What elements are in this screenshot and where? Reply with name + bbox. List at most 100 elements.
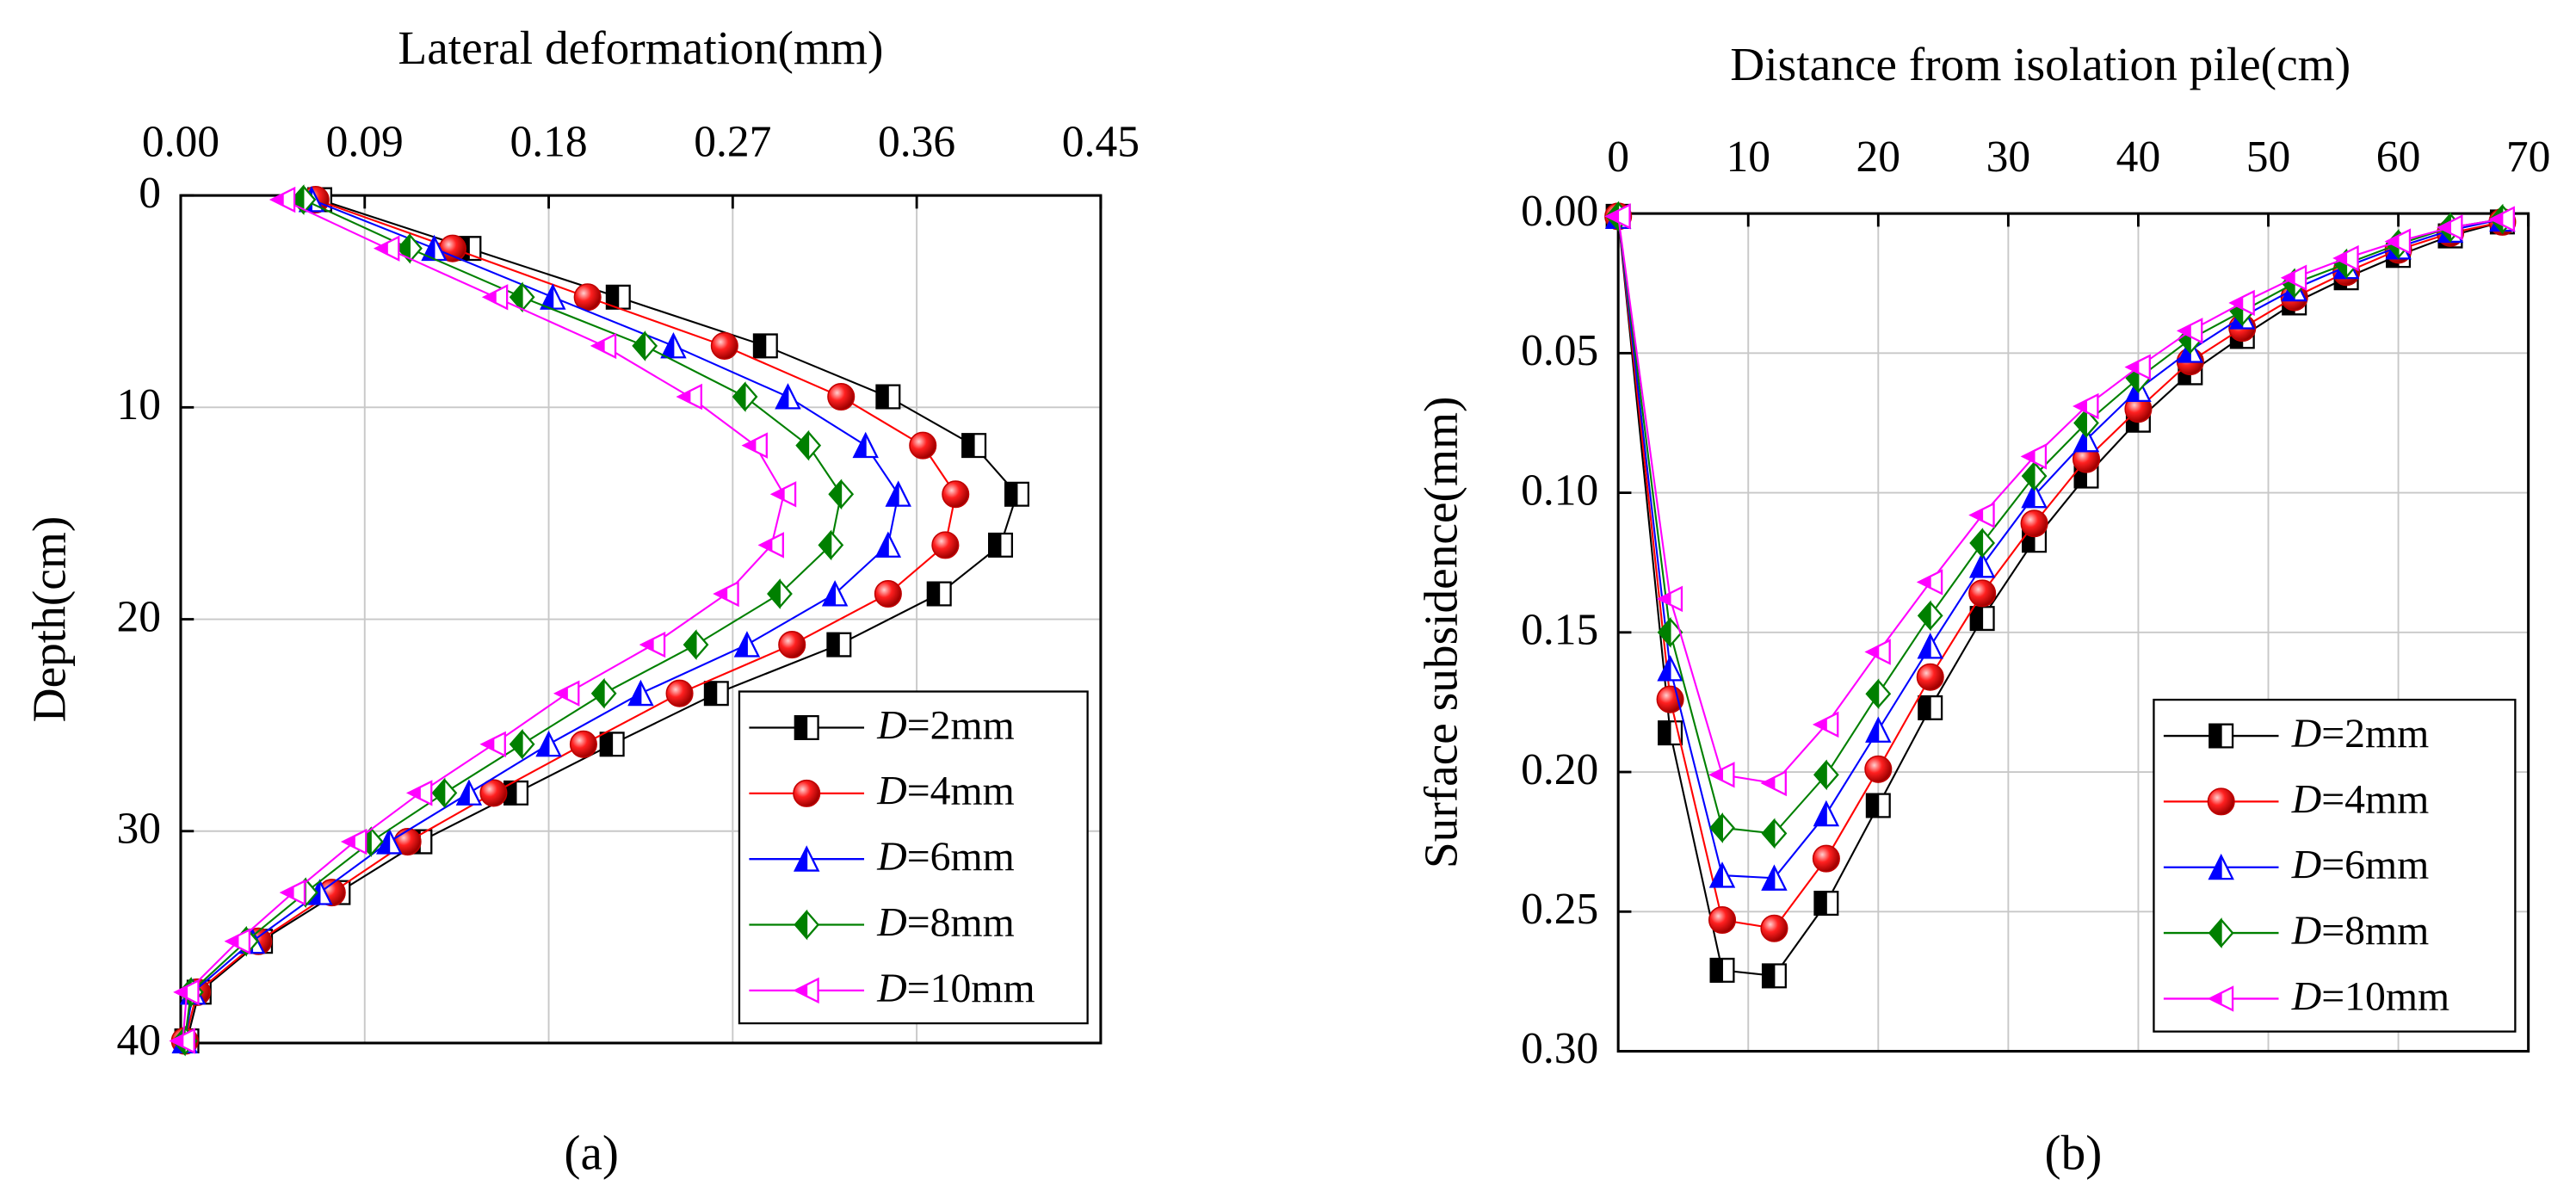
marker-fill bbox=[2208, 917, 2222, 948]
marker bbox=[1916, 569, 1943, 596]
y-tick-label: 20 bbox=[117, 592, 162, 641]
marker-fill bbox=[2073, 398, 2087, 414]
marker-fill bbox=[1813, 759, 1827, 791]
marker bbox=[660, 332, 687, 359]
marker-shape bbox=[1760, 914, 1788, 942]
legend-label: D=2mm bbox=[876, 702, 1014, 748]
marker bbox=[2073, 392, 2099, 420]
marker bbox=[279, 879, 306, 906]
marker-fill bbox=[1708, 768, 1723, 782]
marker bbox=[757, 532, 784, 559]
marker-fill bbox=[734, 633, 748, 658]
marker-shape bbox=[827, 382, 856, 411]
marker-fill bbox=[2021, 449, 2035, 464]
plot-frame bbox=[1616, 212, 2530, 1053]
marker-shape bbox=[793, 779, 821, 807]
marker-fill bbox=[169, 1034, 184, 1048]
marker bbox=[1709, 957, 1735, 983]
marker bbox=[793, 977, 819, 1004]
x-tick-label: 0.09 bbox=[326, 118, 404, 167]
marker bbox=[703, 681, 729, 707]
marker-fill bbox=[1604, 209, 1620, 224]
marker bbox=[931, 531, 960, 559]
x-tick-label: 0 bbox=[1607, 133, 1629, 182]
marker-fill bbox=[2021, 460, 2035, 492]
marker bbox=[2488, 206, 2515, 232]
legend: D=2mm D=4mm D=6mm D=8mm D=10mm bbox=[2153, 698, 2517, 1033]
marker bbox=[826, 632, 852, 658]
marker-fill bbox=[961, 433, 975, 458]
marker-fill bbox=[1865, 793, 1880, 818]
marker bbox=[431, 777, 458, 809]
marker-shape bbox=[931, 531, 960, 559]
marker bbox=[590, 677, 617, 709]
marker-fill bbox=[639, 637, 654, 652]
marker-fill bbox=[482, 290, 497, 305]
legend-label: D=10mm bbox=[876, 966, 1035, 1011]
marker-fill bbox=[875, 384, 889, 410]
marker-fill bbox=[2488, 212, 2504, 226]
marker bbox=[710, 331, 738, 360]
marker bbox=[2207, 787, 2235, 816]
marker-fill bbox=[795, 429, 810, 461]
marker bbox=[741, 432, 768, 459]
marker bbox=[2207, 985, 2234, 1012]
marker bbox=[2208, 917, 2234, 948]
marker-fill bbox=[1657, 657, 1671, 682]
marker-fill bbox=[704, 681, 718, 707]
marker bbox=[828, 479, 855, 510]
marker bbox=[1865, 793, 1891, 818]
marker-shape bbox=[710, 331, 738, 360]
marker bbox=[405, 780, 433, 806]
marker bbox=[455, 779, 483, 806]
x-tick-label: 0.36 bbox=[878, 118, 955, 167]
marker bbox=[373, 235, 400, 262]
marker-fill bbox=[540, 285, 554, 310]
marker bbox=[509, 728, 535, 760]
x-tick-label: 0.18 bbox=[510, 118, 587, 167]
marker-fill bbox=[591, 677, 605, 709]
chart: 0 10 20 30 40 50 60 70 0.00 0.05 0.10 0.15 0.20 0.25 0… bbox=[1414, 38, 2550, 1181]
plot-frame bbox=[179, 194, 1103, 1045]
caption: (b) bbox=[2045, 1127, 2103, 1181]
y-axis-title: Depth(cm) bbox=[23, 516, 76, 723]
marker-shape bbox=[874, 579, 902, 608]
marker bbox=[2437, 214, 2463, 241]
marker-fill bbox=[2385, 234, 2400, 249]
y-tick-label: 30 bbox=[117, 804, 162, 853]
y-tick-label: 0.05 bbox=[1521, 326, 1598, 375]
marker-fill bbox=[455, 781, 470, 806]
marker-shape bbox=[2207, 787, 2235, 816]
marker-fill bbox=[1865, 718, 1880, 743]
marker bbox=[1761, 864, 1788, 891]
marker-fill bbox=[874, 533, 889, 558]
marker bbox=[1865, 678, 1892, 710]
marker bbox=[599, 732, 625, 757]
marker-fill bbox=[826, 632, 840, 658]
marker bbox=[1656, 585, 1683, 613]
legend-label: D=8mm bbox=[2291, 908, 2429, 954]
series-line bbox=[1617, 216, 2503, 785]
marker-fill bbox=[852, 433, 867, 458]
marker bbox=[885, 480, 911, 507]
marker-fill bbox=[676, 389, 691, 404]
marker bbox=[1812, 711, 1839, 738]
marker-fill bbox=[1917, 575, 1931, 590]
marker bbox=[632, 330, 658, 361]
marker-fill bbox=[794, 909, 808, 941]
marker-fill bbox=[1918, 600, 1931, 632]
marker-fill bbox=[1709, 958, 1723, 983]
marker bbox=[1917, 633, 1943, 659]
marker bbox=[909, 431, 937, 460]
y-tick-label: 0.20 bbox=[1521, 745, 1598, 794]
legend-box bbox=[738, 690, 1089, 1025]
marker bbox=[1865, 716, 1892, 743]
marker bbox=[1004, 481, 1030, 507]
marker-fill bbox=[1864, 645, 1880, 659]
marker-fill bbox=[2332, 250, 2348, 266]
marker-fill bbox=[280, 885, 294, 900]
marker-shape bbox=[479, 779, 508, 807]
marker bbox=[2020, 443, 2048, 470]
marker bbox=[2208, 723, 2234, 749]
marker bbox=[2332, 244, 2359, 272]
